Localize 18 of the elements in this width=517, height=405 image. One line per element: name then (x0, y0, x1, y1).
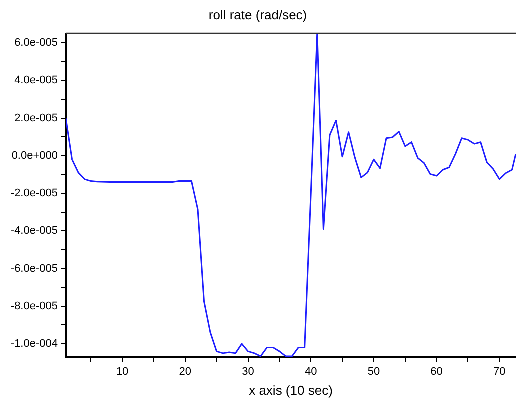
x-tick-label: 40 (304, 366, 318, 378)
y-tick-label: -1.0e-004 (10, 338, 58, 350)
x-tick-label: 20 (179, 366, 192, 378)
chart-title: roll rate (rad/sec) (208, 7, 308, 22)
y-tick-label: 0.0e+000 (12, 150, 58, 162)
y-tick-label: 2.0e-005 (14, 112, 58, 124)
x-axis-title: x axis (10 sec) (249, 382, 333, 398)
y-tick-label: 6.0e-005 (14, 37, 58, 50)
x-tick-label: 30 (242, 366, 254, 378)
y-tick-label: 4.0e-005 (14, 74, 58, 87)
y-tick-label: -8.0e-005 (10, 300, 58, 312)
x-tick-label: 60 (430, 366, 443, 378)
y-tick-label: -2.0e-005 (10, 188, 58, 200)
y-tick-label: -4.0e-005 (10, 225, 58, 238)
x-tick-label: 10 (116, 366, 129, 378)
x-tick-label: 70 (494, 366, 506, 378)
y-tick-label: -6.0e-005 (10, 262, 58, 275)
x-tick-label: 50 (368, 366, 380, 378)
